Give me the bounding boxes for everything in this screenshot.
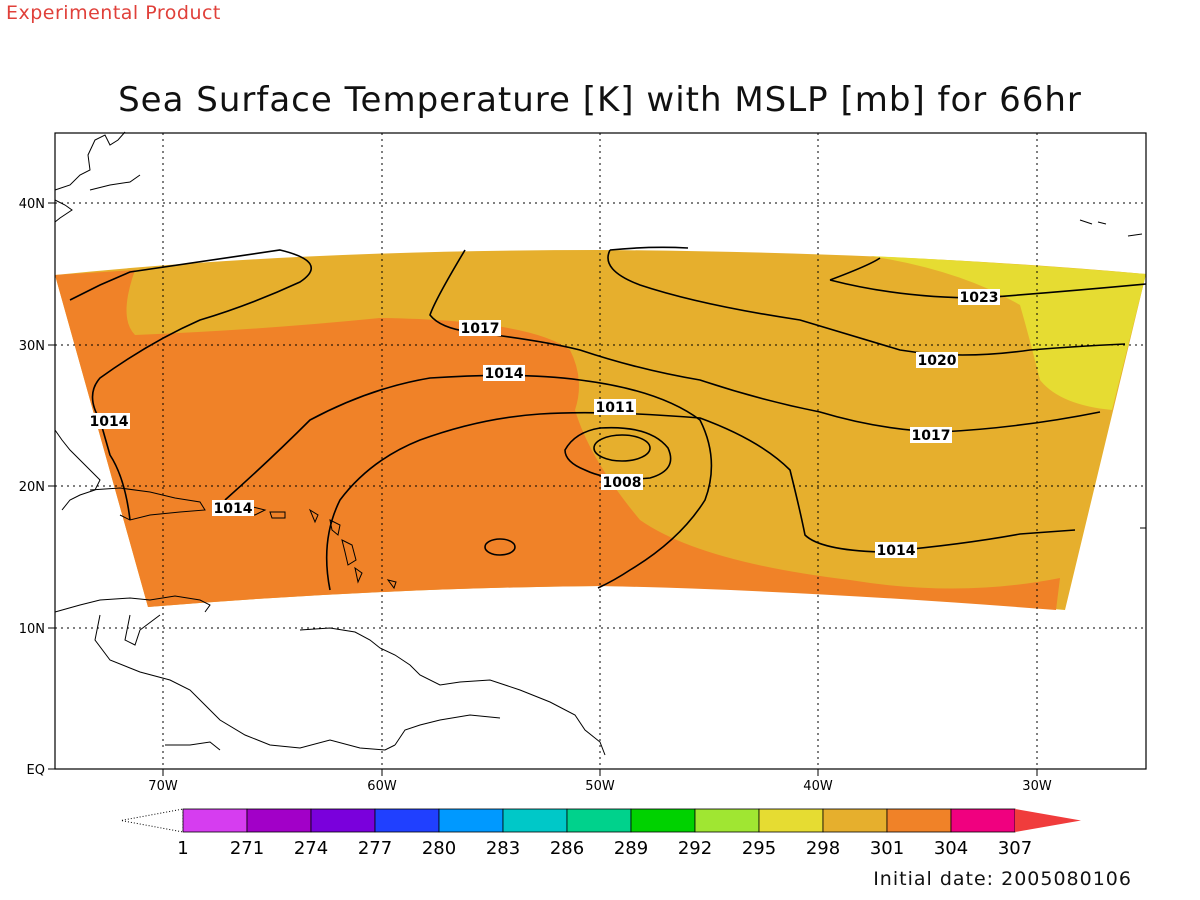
colorbar-label: 286: [550, 838, 584, 859]
sst-region-304: [55, 270, 1060, 610]
colorbar-left-arrow: [120, 808, 184, 833]
colorbar: 1 271 274 277 280 283 286 289 292 295 298 301 304 307: [120, 808, 1081, 859]
colorbar-label: 292: [678, 838, 712, 859]
colorbar-label: 307: [998, 838, 1032, 859]
isobar-label-1017-east: 1017: [912, 428, 951, 444]
experimental-product-banner: Experimental Product: [6, 2, 221, 24]
lat-label-eq: EQ: [27, 763, 45, 778]
colorbar-label: 280: [422, 838, 456, 859]
colorbar-label: 1: [177, 838, 188, 859]
colorbar-swatch: [502, 808, 568, 833]
colorbar-label: 298: [806, 838, 840, 859]
colorbar-swatch: [246, 808, 312, 833]
isobar-label-1014-caribbean: 1014: [214, 501, 253, 517]
lon-label-30w: 30W: [1022, 779, 1052, 794]
grid-lines: [55, 133, 1146, 769]
lat-label-40n: 40N: [19, 197, 45, 212]
colorbar-label: 274: [294, 838, 328, 859]
isobar-label-1017-west: 1017: [461, 321, 500, 337]
lon-label-60w: 60W: [367, 779, 397, 794]
colorbar-swatch: [950, 808, 1016, 833]
colorbar-swatch: [694, 808, 760, 833]
isobars: [69, 246, 1147, 591]
colorbar-label: 271: [230, 838, 264, 859]
isobar-label-1014-east: 1014: [877, 543, 916, 559]
lon-label-70w: 70W: [148, 779, 178, 794]
isobar-label-1014-north: 1014: [485, 366, 524, 382]
colorbar-swatch: [310, 808, 376, 833]
colorbar-label: 289: [614, 838, 648, 859]
colorbar-swatch: [630, 808, 696, 833]
colorbar-right-arrow: [1015, 809, 1081, 832]
colorbar-swatch: [182, 808, 248, 833]
colorbar-swatch: [822, 808, 888, 833]
colorbar-label: 301: [870, 838, 904, 859]
isobar-label-1011: 1011: [596, 400, 635, 416]
colorbar-label: 277: [358, 838, 392, 859]
tick-marks: [48, 202, 1038, 776]
colorbar-swatch: [566, 808, 632, 833]
isobar-label-1008: 1008: [603, 475, 642, 491]
isobar-label-1020: 1020: [918, 353, 957, 369]
colorbar-label: 304: [934, 838, 968, 859]
colorbar-label: 283: [486, 838, 520, 859]
isobar-label-1014-west: 1014: [90, 414, 129, 430]
colorbar-label: 295: [742, 838, 776, 859]
lon-label-40w: 40W: [803, 779, 833, 794]
lat-label-30n: 30N: [19, 339, 45, 354]
colorbar-swatch: [438, 808, 504, 833]
isobar-label-1023: 1023: [960, 290, 999, 306]
lat-label-20n: 20N: [19, 480, 45, 495]
colorbar-swatch: [374, 808, 440, 833]
lon-label-50w: 50W: [585, 779, 615, 794]
sst-region-298: [870, 256, 1146, 410]
colorbar-swatch: [886, 808, 952, 833]
initial-date: Initial date: 2005080106: [873, 868, 1132, 890]
colorbar-swatch: [758, 808, 824, 833]
lat-label-10n: 10N: [19, 622, 45, 637]
chart-title: Sea Surface Temperature [K] with MSLP [m…: [118, 80, 1082, 120]
